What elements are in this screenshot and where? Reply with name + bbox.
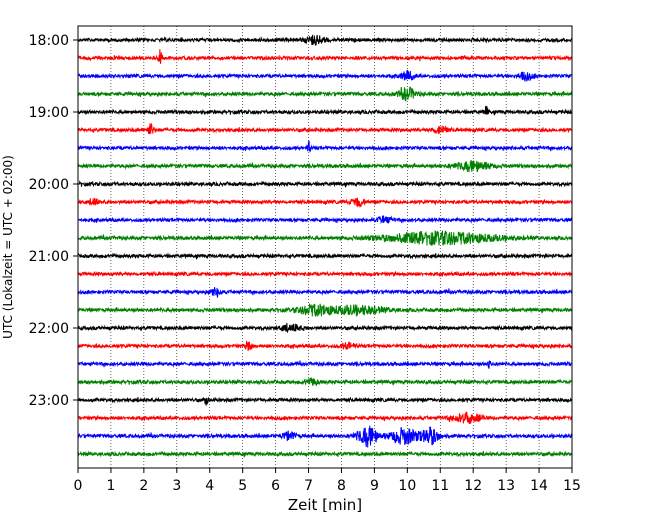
trace-line [77, 123, 573, 135]
y-tick-label: 23:00 [29, 393, 69, 409]
trace-line [77, 49, 573, 64]
trace-line [77, 322, 573, 334]
y-tick-label: 18:00 [29, 33, 69, 49]
trace-line [77, 159, 573, 173]
trace-line [77, 377, 573, 387]
trace-line [77, 197, 573, 208]
trace-line [77, 396, 573, 406]
trace-line [77, 340, 573, 352]
trace-line [77, 140, 573, 153]
trace-line [77, 179, 573, 188]
y-tick-label: 22:00 [29, 321, 69, 337]
x-tick-label: 14 [530, 478, 548, 494]
y-tick-label: 19:00 [29, 105, 69, 121]
x-axis-ticks: 0 1 2 3 4 5 6 7 8 9 10 11 12 13 14 15 [74, 468, 581, 494]
x-tick-label: 5 [238, 478, 247, 494]
trace-line [77, 450, 573, 458]
x-tick-label: 15 [563, 478, 581, 494]
trace-line [77, 230, 573, 247]
y-axis-ticks: 18:00 19:00 20:00 21:00 22:00 23:00 [29, 33, 78, 409]
y-tick-label: 20:00 [29, 177, 69, 193]
plot-frame [77, 25, 573, 469]
y-tick-label: 21:00 [29, 249, 69, 265]
seismogram-traces [77, 34, 573, 458]
x-tick-label: 7 [304, 478, 313, 494]
x-tick-label: 13 [497, 478, 515, 494]
trace-line [77, 287, 573, 299]
trace-line [77, 425, 573, 448]
x-tick-label: 12 [464, 478, 482, 494]
trace-line [77, 69, 573, 82]
x-tick-label: 1 [106, 478, 115, 494]
trace-line [77, 34, 573, 46]
trace-line [77, 302, 573, 318]
x-tick-label: 0 [74, 478, 83, 494]
x-tick-label: 4 [205, 478, 214, 494]
trace-line [77, 105, 573, 116]
trace-line [77, 252, 573, 260]
x-tick-label: 9 [370, 478, 379, 494]
x-tick-label: 8 [337, 478, 346, 494]
x-tick-label: 10 [398, 478, 416, 494]
x-tick-label: 6 [271, 478, 280, 494]
x-tick-label: 11 [431, 478, 449, 494]
trace-line [77, 215, 573, 225]
trace-line [77, 86, 573, 102]
trace-line [77, 270, 573, 278]
trace-line [77, 411, 573, 425]
y-axis-label: UTC (Lokalzeit = UTC + 02:00) [1, 155, 15, 339]
trace-line [77, 360, 573, 369]
x-tick-label: 3 [172, 478, 181, 494]
x-tick-label: 2 [139, 478, 148, 494]
x-axis-label: Zeit [min] [288, 496, 362, 514]
